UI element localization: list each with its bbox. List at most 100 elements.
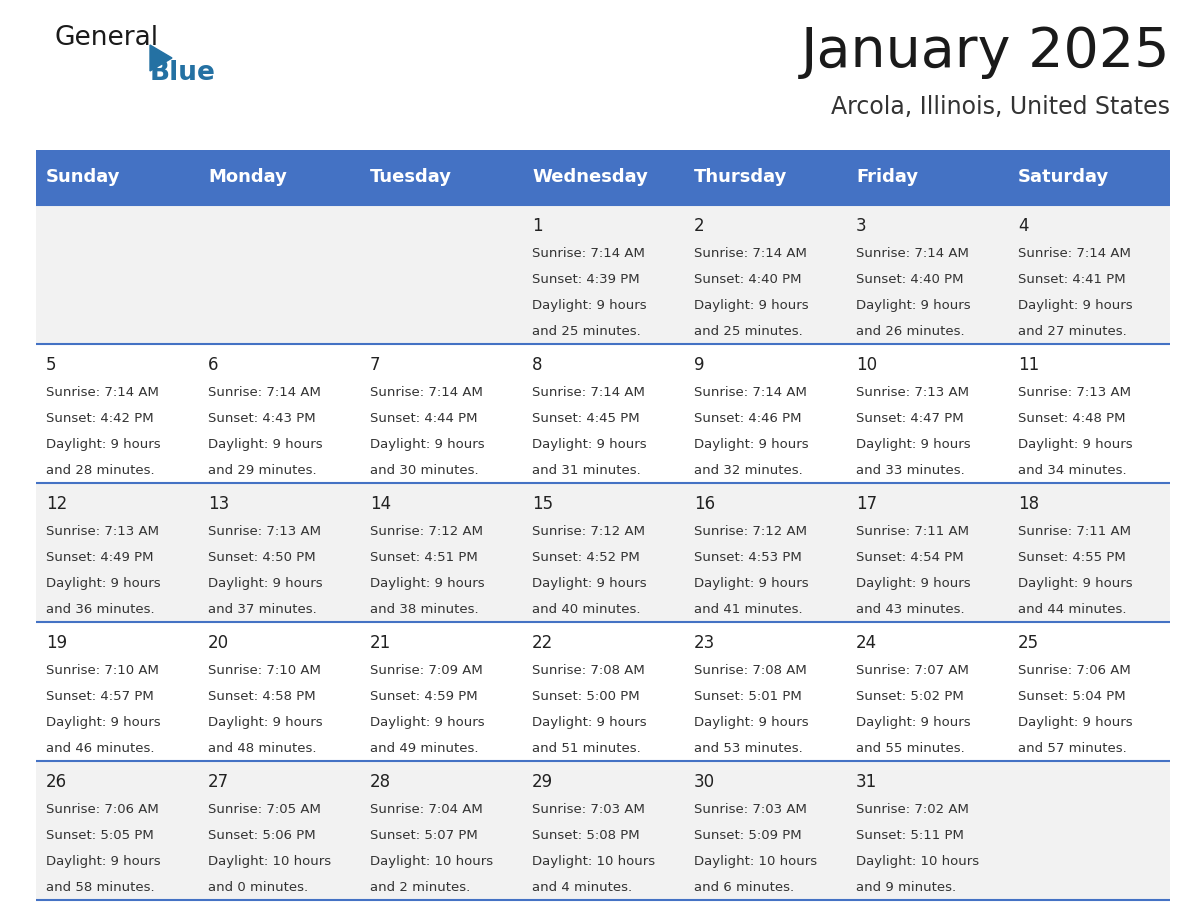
Text: Sunset: 5:07 PM: Sunset: 5:07 PM [369,829,478,842]
Text: 28: 28 [369,773,391,791]
Text: Thursday: Thursday [694,169,788,186]
Text: Sunrise: 7:03 AM: Sunrise: 7:03 AM [694,803,807,816]
Text: 26: 26 [46,773,68,791]
Text: and 2 minutes.: and 2 minutes. [369,881,470,894]
Text: 16: 16 [694,495,715,513]
Text: and 51 minutes.: and 51 minutes. [532,742,640,755]
Text: Daylight: 9 hours: Daylight: 9 hours [369,577,485,590]
Text: Sunset: 4:49 PM: Sunset: 4:49 PM [46,551,153,564]
Bar [36,344,1170,483]
Text: Sunset: 4:44 PM: Sunset: 4:44 PM [369,412,478,425]
Text: Tuesday: Tuesday [369,169,451,186]
Bar [36,150,1170,205]
Text: 1: 1 [532,217,543,235]
Text: Sunrise: 7:04 AM: Sunrise: 7:04 AM [369,803,482,816]
Text: Sunrise: 7:13 AM: Sunrise: 7:13 AM [1018,386,1131,399]
Text: Daylight: 9 hours: Daylight: 9 hours [532,577,646,590]
Text: Sunrise: 7:11 AM: Sunrise: 7:11 AM [1018,525,1131,538]
Text: Daylight: 9 hours: Daylight: 9 hours [694,716,809,729]
Text: Sunset: 4:48 PM: Sunset: 4:48 PM [1018,412,1125,425]
Text: Sunset: 4:55 PM: Sunset: 4:55 PM [1018,551,1126,564]
Text: 22: 22 [532,634,554,652]
Text: and 6 minutes.: and 6 minutes. [694,881,794,894]
Text: and 32 minutes.: and 32 minutes. [694,464,803,477]
Text: Daylight: 9 hours: Daylight: 9 hours [1018,577,1132,590]
Text: Sunrise: 7:14 AM: Sunrise: 7:14 AM [46,386,159,399]
Text: Daylight: 9 hours: Daylight: 9 hours [1018,716,1132,729]
Text: 27: 27 [208,773,229,791]
Text: Sunset: 4:47 PM: Sunset: 4:47 PM [857,412,963,425]
Text: and 38 minutes.: and 38 minutes. [369,603,479,616]
Text: Daylight: 10 hours: Daylight: 10 hours [208,855,331,868]
Text: 21: 21 [369,634,391,652]
Text: Arcola, Illinois, United States: Arcola, Illinois, United States [830,95,1170,119]
Text: Sunset: 4:52 PM: Sunset: 4:52 PM [532,551,640,564]
Text: Sunrise: 7:13 AM: Sunrise: 7:13 AM [857,386,969,399]
Text: Sunrise: 7:13 AM: Sunrise: 7:13 AM [208,525,321,538]
Text: Sunrise: 7:03 AM: Sunrise: 7:03 AM [532,803,645,816]
Text: 23: 23 [694,634,715,652]
Text: Saturday: Saturday [1018,169,1110,186]
Text: and 33 minutes.: and 33 minutes. [857,464,965,477]
Text: 4: 4 [1018,217,1029,235]
Text: 10: 10 [857,356,877,374]
Text: 31: 31 [857,773,877,791]
Text: Sunrise: 7:02 AM: Sunrise: 7:02 AM [857,803,969,816]
Text: Sunset: 4:45 PM: Sunset: 4:45 PM [532,412,639,425]
Text: 6: 6 [208,356,219,374]
Text: Daylight: 9 hours: Daylight: 9 hours [857,299,971,312]
Text: Sunset: 4:58 PM: Sunset: 4:58 PM [208,690,316,703]
Text: Sunrise: 7:06 AM: Sunrise: 7:06 AM [46,803,159,816]
Text: 18: 18 [1018,495,1040,513]
Text: Daylight: 9 hours: Daylight: 9 hours [694,438,809,451]
Text: 15: 15 [532,495,554,513]
Text: Daylight: 9 hours: Daylight: 9 hours [369,716,485,729]
Text: Daylight: 9 hours: Daylight: 9 hours [46,716,160,729]
Text: 2: 2 [694,217,704,235]
Text: and 49 minutes.: and 49 minutes. [369,742,479,755]
Text: Sunset: 4:42 PM: Sunset: 4:42 PM [46,412,153,425]
Polygon shape [150,45,172,71]
Text: Wednesday: Wednesday [532,169,647,186]
Text: Daylight: 9 hours: Daylight: 9 hours [532,438,646,451]
Text: Daylight: 10 hours: Daylight: 10 hours [532,855,655,868]
Text: and 30 minutes.: and 30 minutes. [369,464,479,477]
Text: and 9 minutes.: and 9 minutes. [857,881,956,894]
Text: Sunrise: 7:08 AM: Sunrise: 7:08 AM [532,664,645,677]
Text: Sunrise: 7:12 AM: Sunrise: 7:12 AM [369,525,484,538]
Text: and 25 minutes.: and 25 minutes. [694,325,803,338]
Text: Sunrise: 7:14 AM: Sunrise: 7:14 AM [532,386,645,399]
Text: Sunset: 5:01 PM: Sunset: 5:01 PM [694,690,802,703]
Text: and 55 minutes.: and 55 minutes. [857,742,965,755]
Text: Sunrise: 7:12 AM: Sunrise: 7:12 AM [532,525,645,538]
Text: Sunset: 4:51 PM: Sunset: 4:51 PM [369,551,478,564]
Text: Daylight: 9 hours: Daylight: 9 hours [369,438,485,451]
Text: Sunrise: 7:07 AM: Sunrise: 7:07 AM [857,664,969,677]
Text: Sunrise: 7:09 AM: Sunrise: 7:09 AM [369,664,482,677]
Text: Daylight: 9 hours: Daylight: 9 hours [694,577,809,590]
Text: Sunset: 5:00 PM: Sunset: 5:00 PM [532,690,639,703]
Text: Sunday: Sunday [46,169,120,186]
Text: Sunset: 4:57 PM: Sunset: 4:57 PM [46,690,153,703]
Text: Daylight: 9 hours: Daylight: 9 hours [1018,438,1132,451]
Text: and 37 minutes.: and 37 minutes. [208,603,317,616]
Text: Daylight: 10 hours: Daylight: 10 hours [694,855,817,868]
Text: Sunrise: 7:13 AM: Sunrise: 7:13 AM [46,525,159,538]
Text: Daylight: 9 hours: Daylight: 9 hours [46,438,160,451]
Text: Sunset: 5:02 PM: Sunset: 5:02 PM [857,690,963,703]
Text: and 57 minutes.: and 57 minutes. [1018,742,1126,755]
Text: 11: 11 [1018,356,1040,374]
Text: Monday: Monday [208,169,286,186]
Text: 8: 8 [532,356,543,374]
Text: and 29 minutes.: and 29 minutes. [208,464,317,477]
Bar [36,205,1170,344]
Text: Sunrise: 7:06 AM: Sunrise: 7:06 AM [1018,664,1131,677]
Text: Sunrise: 7:11 AM: Sunrise: 7:11 AM [857,525,969,538]
Text: and 26 minutes.: and 26 minutes. [857,325,965,338]
Text: Sunrise: 7:10 AM: Sunrise: 7:10 AM [46,664,159,677]
Text: Daylight: 9 hours: Daylight: 9 hours [208,577,323,590]
Text: Sunset: 5:06 PM: Sunset: 5:06 PM [208,829,316,842]
Text: Daylight: 9 hours: Daylight: 9 hours [208,716,323,729]
Bar [36,483,1170,622]
Text: 5: 5 [46,356,57,374]
